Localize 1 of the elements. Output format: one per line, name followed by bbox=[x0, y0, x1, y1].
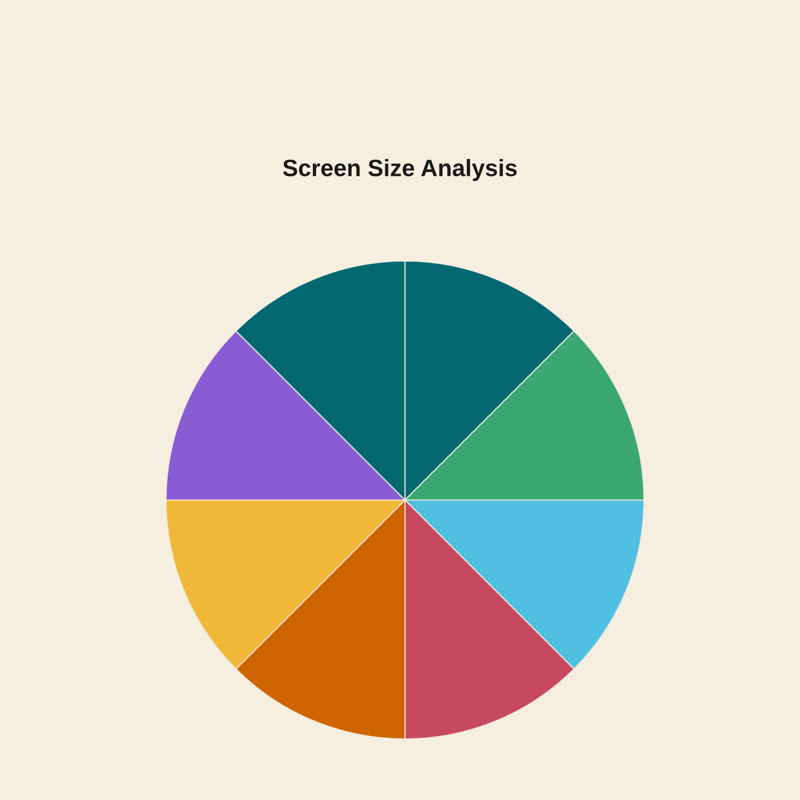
chart-title: Screen Size Analysis bbox=[283, 158, 517, 182]
